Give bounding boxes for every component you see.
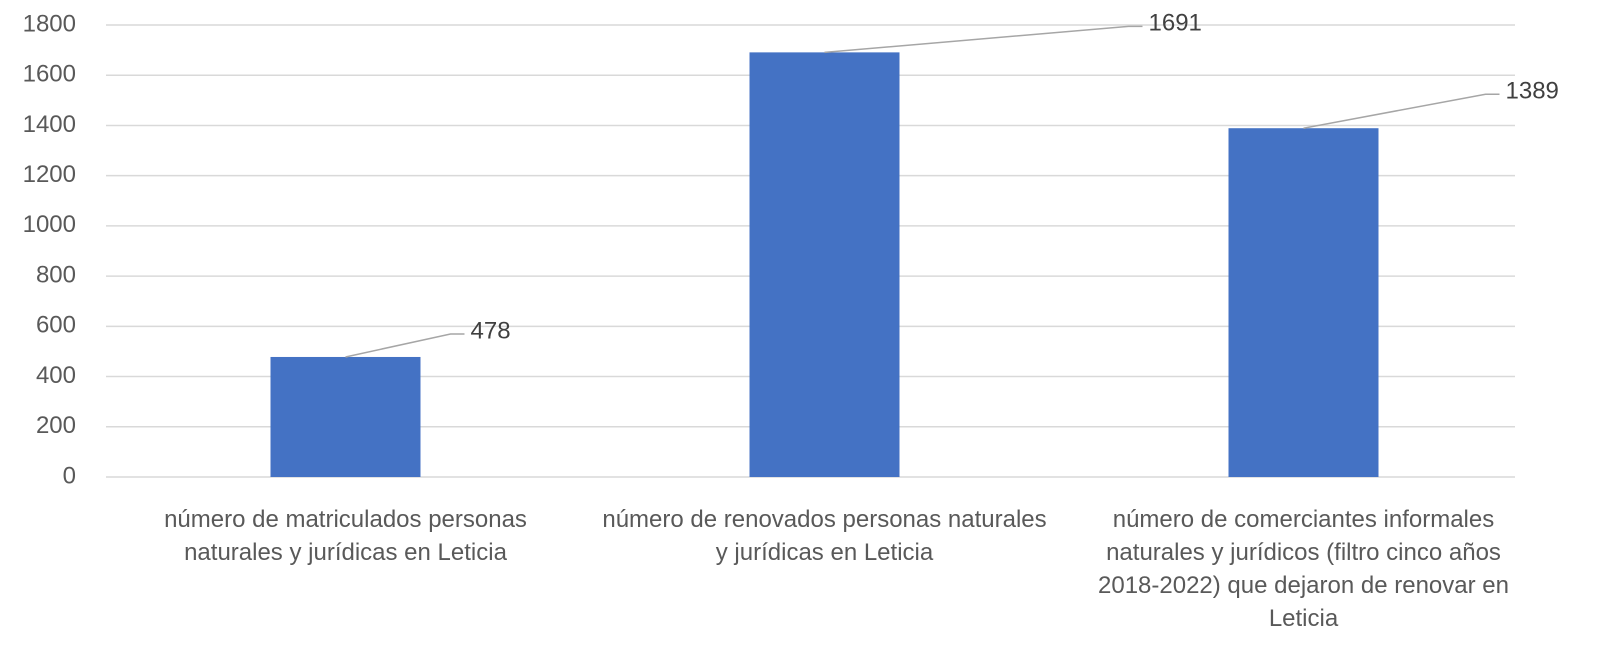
y-tick-label: 1200 [23,161,76,188]
y-tick-label: 1000 [23,211,76,238]
y-tick-label: 1800 [23,10,76,37]
bar [1228,128,1379,477]
x-tick-label: número de comerciantes informales natura… [1098,506,1509,632]
y-tick-label: 1600 [23,61,76,88]
data-label: 1389 [1506,78,1559,105]
bar [749,52,900,477]
bar [270,356,421,477]
y-tick-label: 1400 [23,111,76,138]
data-label: 1691 [1149,10,1202,37]
y-tick-label: 0 [63,462,76,489]
leader-line [824,25,1143,54]
y-tick-label: 600 [36,312,76,339]
x-tick-label: número de matriculados personas naturale… [164,506,527,566]
data-label: 478 [471,317,511,344]
y-tick-label: 800 [36,261,76,288]
y-tick-label: 400 [36,362,76,389]
leader-line [345,333,465,358]
y-tick-label: 200 [36,412,76,439]
leader-line [1303,93,1500,129]
x-tick-label: número de renovados personas naturales y… [602,506,1047,566]
